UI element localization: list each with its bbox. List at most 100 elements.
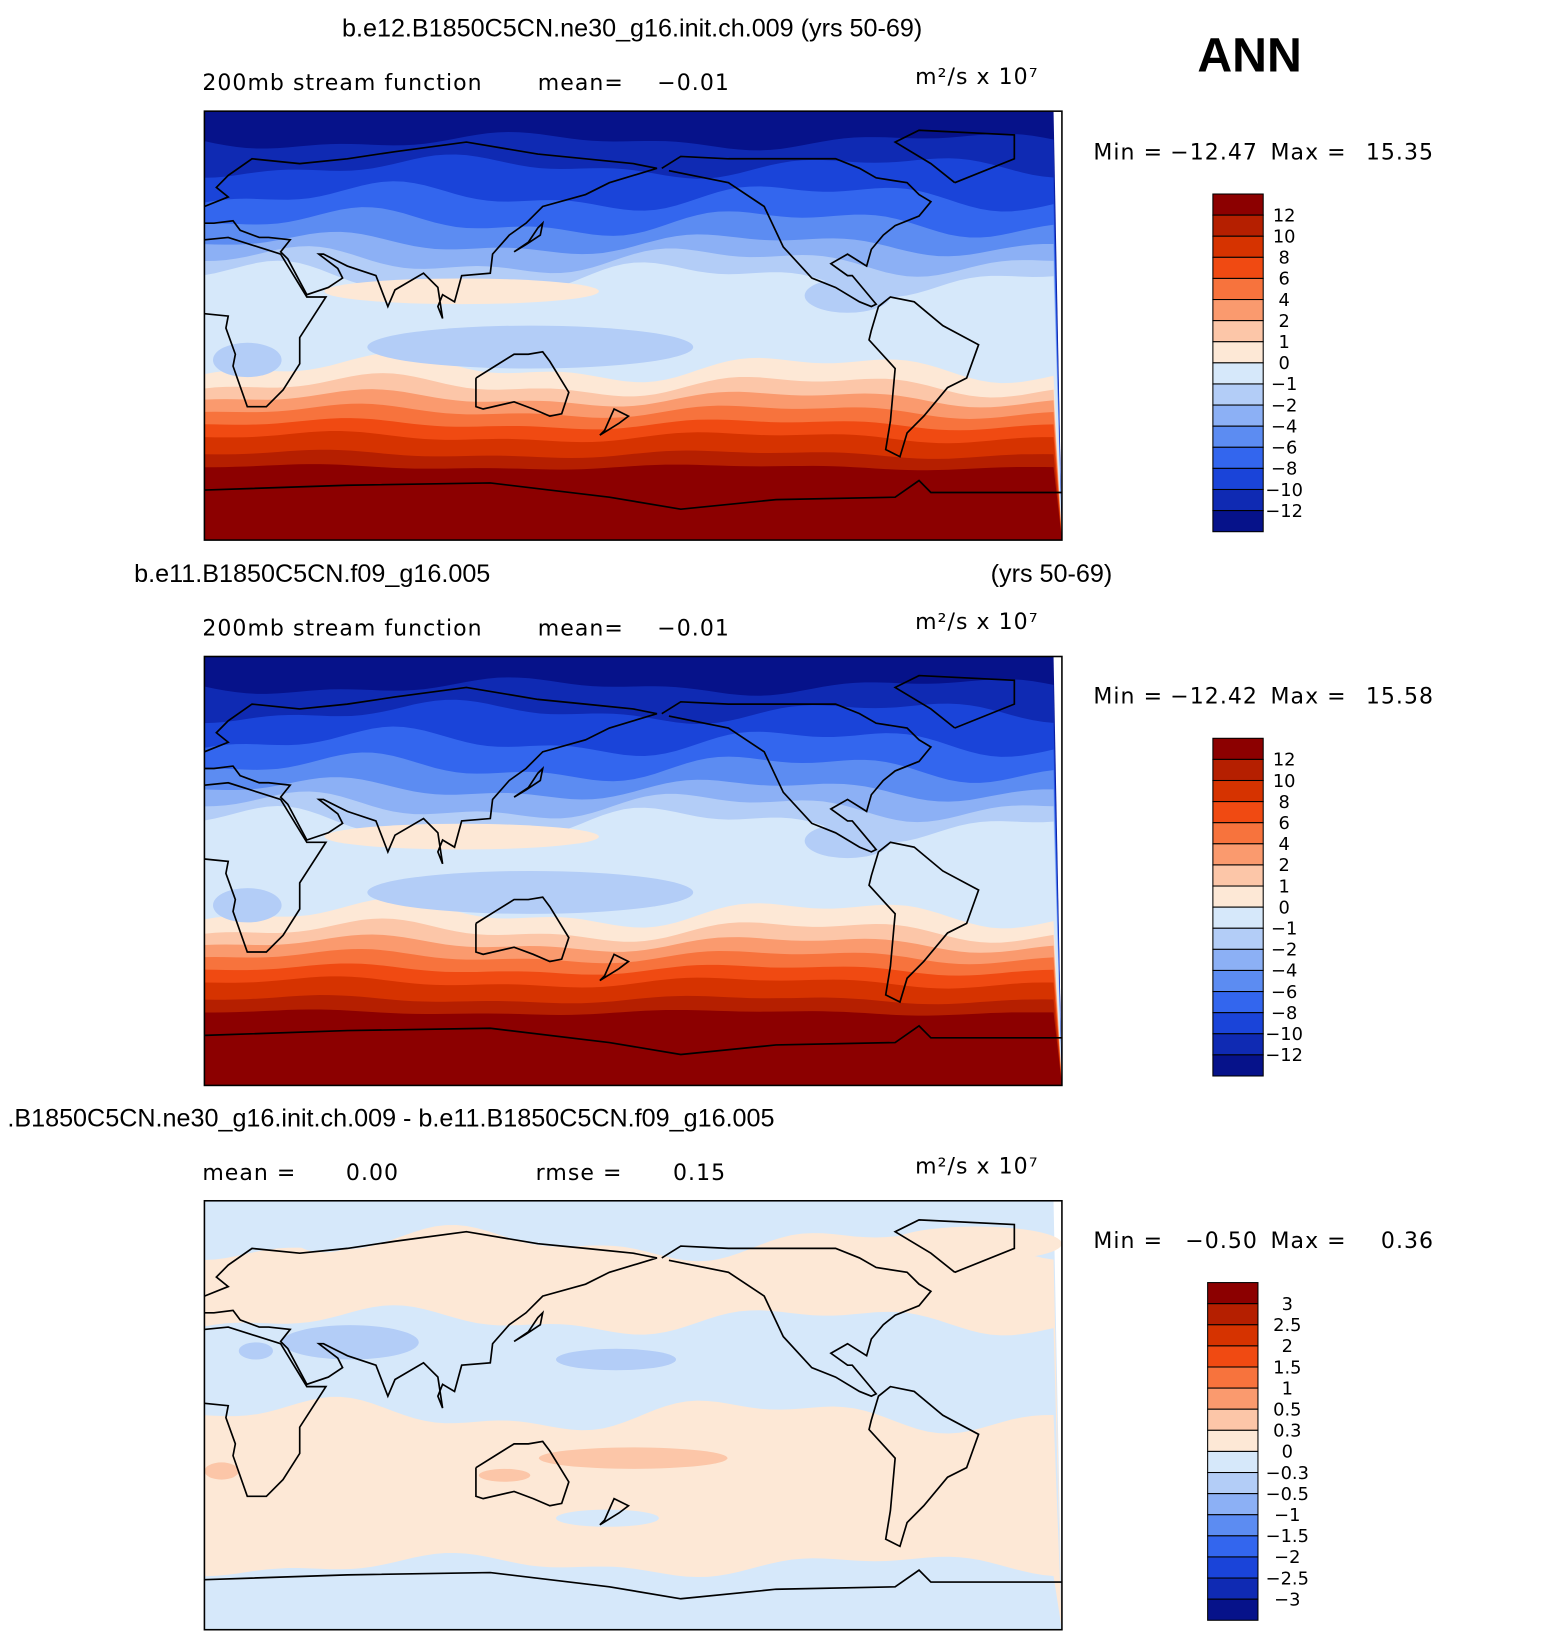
colorbar-label: −2.5 <box>1266 1568 1309 1589</box>
colorbar-box <box>1212 906 1264 929</box>
colorbar-box <box>1212 235 1264 258</box>
colorbar-label: −2 <box>1271 940 1297 961</box>
colorbar-label: −12 <box>1265 501 1303 522</box>
mean-label: mean= <box>538 617 624 642</box>
colorbar-box <box>1212 277 1264 301</box>
colorbar-label: −2 <box>1274 1547 1300 1568</box>
colorbar-box <box>1207 1577 1259 1600</box>
colorbar-box <box>1207 1556 1259 1579</box>
colorbar-box <box>1212 801 1264 824</box>
colorbar-label: −4 <box>1271 416 1297 437</box>
map-frame <box>203 110 1063 541</box>
coastline <box>204 1230 658 1409</box>
coastline <box>204 1024 1062 1056</box>
map <box>204 111 1062 541</box>
colorbar-label: 6 <box>1278 813 1289 834</box>
mean-value: 0.00 <box>346 1161 399 1186</box>
contour-blob <box>212 342 282 378</box>
contour-blob <box>367 325 694 369</box>
colorbar-box <box>1212 299 1264 322</box>
units: m²/s x 10⁷ <box>915 610 1038 635</box>
colorbar-box <box>1212 758 1264 782</box>
colorbar-box <box>1212 510 1264 533</box>
map <box>204 656 1062 1086</box>
colorbar-label: 12 <box>1273 750 1296 771</box>
colorbar-box <box>1207 1345 1259 1368</box>
colorbar-box <box>1207 1450 1259 1474</box>
coastline <box>893 129 1016 184</box>
colorbar-box <box>1212 779 1264 803</box>
colorbar-box <box>1212 404 1264 427</box>
colorbar-label: 0.5 <box>1273 1400 1301 1421</box>
colorbar-label: 2 <box>1282 1336 1293 1357</box>
min-label: Min = <box>1093 1229 1163 1254</box>
colorbar-label: −1 <box>1271 374 1297 395</box>
colorbar-box <box>1212 969 1264 993</box>
max-value: 0.36 <box>1381 1229 1434 1254</box>
panel-title: .B1850C5CN.ne30_g16.init.ch.009 - b.e11.… <box>7 1104 774 1132</box>
coastline <box>475 1440 570 1507</box>
colorbar-box <box>1207 1408 1259 1431</box>
colorbar-box <box>1207 1366 1259 1389</box>
colorbar-label: 4 <box>1278 290 1289 311</box>
colorbar-label: 1 <box>1278 876 1289 897</box>
colorbar-label: −6 <box>1271 438 1297 459</box>
map <box>204 1200 1062 1630</box>
contour-blob <box>555 1509 659 1527</box>
contour-blob <box>238 1342 274 1360</box>
colorbar-box <box>1212 193 1264 216</box>
colorbar-box <box>1207 1535 1259 1558</box>
colorbar-box <box>1207 1303 1259 1326</box>
colorbar-box <box>1212 1012 1264 1035</box>
map-frame <box>203 1199 1063 1631</box>
colorbar-box <box>1212 822 1264 845</box>
min-value: −0.50 <box>1185 1229 1258 1254</box>
colorbar-label: 0.3 <box>1273 1421 1301 1442</box>
mean-value: −0.01 <box>657 71 730 96</box>
colorbar-box <box>1212 1054 1264 1077</box>
coastline <box>475 350 570 418</box>
coastline <box>475 896 570 963</box>
coastline <box>661 155 933 308</box>
coastline <box>868 841 980 1004</box>
colorbar-label: −8 <box>1271 459 1297 480</box>
coastline <box>204 236 328 408</box>
colorbar-label: 0 <box>1278 353 1289 374</box>
mean-label: mean= <box>538 71 624 96</box>
max-label: Max = <box>1271 140 1347 165</box>
coastline <box>599 407 631 436</box>
contour-blob <box>478 1468 531 1482</box>
max-value: 15.35 <box>1366 140 1434 165</box>
colorbar-label: 0 <box>1282 1442 1293 1463</box>
coastline <box>204 1326 328 1498</box>
colorbar-label: −8 <box>1271 1003 1297 1024</box>
colorbar-label: 8 <box>1278 792 1289 813</box>
coastline <box>513 765 545 798</box>
colorbar-label: −4 <box>1271 961 1297 982</box>
colorbar-label: 12 <box>1273 205 1296 226</box>
colorbar-label: 10 <box>1273 227 1296 248</box>
colorbar-box <box>1212 425 1264 448</box>
colorbar-label: −0.5 <box>1266 1484 1309 1505</box>
contour-band <box>204 464 1062 541</box>
colorbar-label: −3 <box>1274 1589 1300 1610</box>
max-value: 15.58 <box>1366 685 1434 710</box>
colorbar-box <box>1207 1472 1259 1495</box>
colorbar-label: 0 <box>1278 897 1289 918</box>
colorbar-box <box>1207 1324 1259 1347</box>
coastline <box>893 674 1016 729</box>
colorbar-label: −1.5 <box>1266 1526 1309 1547</box>
contour-blob <box>204 1462 239 1480</box>
colorbar-label: −2 <box>1271 395 1297 416</box>
map-frame <box>203 655 1063 1087</box>
min-value: −12.42 <box>1170 685 1258 710</box>
contour-blob <box>890 1226 1062 1261</box>
colorbar-box <box>1207 1429 1259 1452</box>
mean-label: mean = <box>202 1161 296 1186</box>
panel-title: b.e12.B1850C5CN.ne30_g16.init.ch.009 (yr… <box>342 15 922 43</box>
colorbar-box <box>1212 214 1264 237</box>
colorbar-box <box>1212 1033 1264 1056</box>
colorbar-box <box>1207 1387 1259 1410</box>
colorbar-label: 10 <box>1273 771 1296 792</box>
colorbar-label: −1 <box>1274 1505 1300 1526</box>
